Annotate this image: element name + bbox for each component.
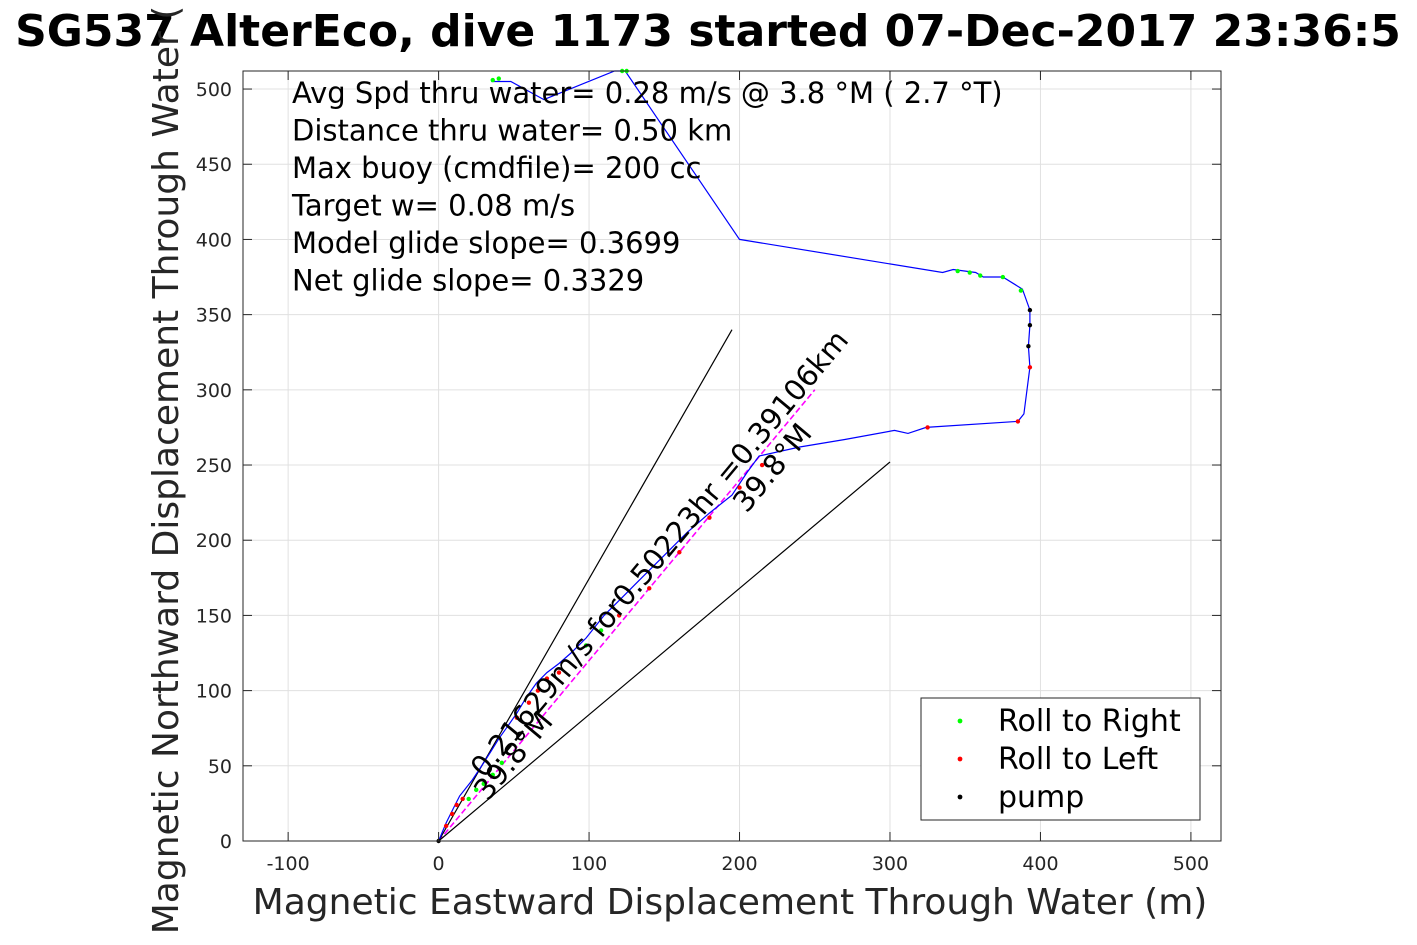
y-tick-label: 450	[196, 154, 232, 176]
y-tick-label: 200	[196, 530, 232, 552]
y-tick-label: 100	[196, 681, 232, 703]
y-tick-label: 150	[196, 605, 232, 627]
roll-to-left-point	[460, 796, 465, 802]
roll-to-right-point	[490, 77, 495, 83]
y-tick-label: 400	[196, 229, 232, 251]
roll-to-left-point	[1027, 365, 1033, 370]
x-tick-label: -100	[267, 853, 310, 875]
roll-to-right-point	[481, 781, 486, 787]
pump-point	[1027, 322, 1033, 328]
roll-to-left-point	[526, 700, 532, 705]
x-tick-label: 400	[1022, 853, 1058, 875]
x-axis-label: Magnetic Eastward Displacement Through W…	[253, 882, 1208, 923]
y-axis-label: Magnetic Northward Displacement Through …	[146, 6, 187, 935]
pump-point	[1027, 307, 1033, 313]
x-tick-label: 100	[571, 853, 607, 875]
roll-to-right-point	[583, 643, 589, 648]
annotations: Avg Spd thru water= 0.28 m/s @ 3.8 °M ( …	[291, 76, 1003, 298]
roll-to-left-point	[925, 425, 930, 430]
legend-marker	[957, 718, 963, 724]
roll-to-left-point	[556, 670, 562, 675]
roll-to-right-point	[1018, 288, 1024, 293]
roll-to-right-point	[978, 273, 983, 278]
roll-to-left-point	[454, 802, 459, 808]
legend-label: Roll to Left	[998, 742, 1158, 777]
roll-to-left-point	[1015, 419, 1021, 424]
roll-to-right-point	[490, 772, 495, 778]
roll-to-right-point	[955, 268, 960, 274]
roll-to-left-point	[535, 688, 541, 693]
y-tick-label: 500	[196, 79, 232, 101]
roll-to-right-point	[474, 787, 479, 793]
y-tick-label: 350	[196, 305, 232, 327]
pump-point	[1026, 344, 1031, 349]
annotation-line: Distance thru water= 0.50 km	[292, 114, 732, 148]
points-layer	[436, 68, 1033, 844]
ticks: -100 0 100 200 300 400 500 0 50 100 150 200 250 300 35…	[196, 71, 1221, 875]
y-tick-label: 0	[220, 831, 232, 853]
roll-to-left-point	[616, 613, 622, 618]
roll-to-left-point	[514, 715, 520, 720]
roll-to-right-point	[967, 270, 972, 275]
y-tick-label: 50	[208, 756, 232, 778]
roll-to-left-point	[759, 462, 765, 468]
legend-marker	[957, 756, 963, 762]
x-tick-label: 500	[1173, 853, 1209, 875]
annotation-line: Max buoy (cmdfile)= 200 cc	[292, 151, 701, 185]
y-tick-label: 300	[196, 380, 232, 402]
heading-boundary-line	[438, 461, 891, 842]
y-tick-label: 250	[196, 455, 232, 477]
annotation-line: Target w= 0.08 m/s	[291, 189, 575, 223]
roll-to-right-point	[598, 628, 604, 633]
annotation-line: Avg Spd thru water= 0.28 m/s @ 3.8 °M ( …	[292, 76, 1003, 110]
roll-to-left-point	[449, 811, 455, 817]
roll-to-right-point	[496, 76, 501, 81]
roll-to-left-point	[737, 485, 742, 490]
roll-to-right-point	[1000, 274, 1006, 280]
roll-to-left-point	[443, 823, 449, 829]
chart-title: SG537 AlterEco, dive 1173 started 07-Dec…	[15, 6, 1401, 57]
roll-to-right-point	[466, 796, 471, 802]
legend-label: Roll to Right	[998, 704, 1181, 739]
x-tick-label: 0	[433, 853, 445, 875]
track-line	[438, 70, 1031, 842]
annotation-line: Net glide slope= 0.3329	[292, 264, 644, 298]
x-tick-label: 300	[872, 853, 908, 875]
legend-box	[920, 697, 1201, 821]
roll-to-left-point	[677, 550, 682, 555]
roll-to-left-point	[544, 676, 550, 681]
annotation-line: Model glide slope= 0.3699	[292, 226, 680, 260]
axes-box	[242, 70, 1222, 842]
roll-to-left-point	[647, 586, 652, 591]
legend-marker	[957, 794, 963, 800]
roll-to-right-point	[499, 760, 504, 765]
roll-to-left-point	[707, 515, 712, 520]
x-tick-label: 200	[721, 853, 757, 875]
track-layer	[438, 70, 1031, 842]
legend-label: pump	[998, 780, 1084, 815]
